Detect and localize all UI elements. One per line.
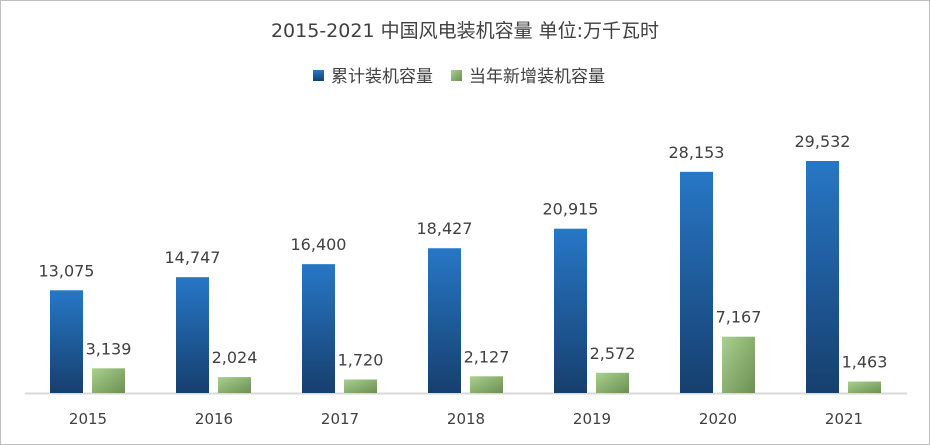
data-label-cumulative: 13,075 xyxy=(39,261,95,280)
bar-cumulative-2015 xyxy=(50,290,83,393)
data-label-cumulative: 18,427 xyxy=(417,219,473,238)
data-label-new: 2,127 xyxy=(464,347,510,366)
legend-label-cumulative: 累计装机容量 xyxy=(331,67,433,87)
chart-title: 2015-2021 中国风电装机容量 单位:万千瓦时 xyxy=(271,20,659,42)
bar-new-2019 xyxy=(596,372,629,393)
x-tick-label: 2020 xyxy=(699,410,737,428)
bar-new-2017 xyxy=(344,379,377,393)
legend-label-new: 当年新增装机容量 xyxy=(469,67,605,87)
data-label-new: 2,572 xyxy=(590,344,636,363)
data-label-cumulative: 16,400 xyxy=(291,235,347,254)
bar-cumulative-2019 xyxy=(554,228,587,393)
x-tick-label: 2021 xyxy=(825,410,863,428)
data-label-new: 1,720 xyxy=(338,350,384,369)
x-tick-label: 2017 xyxy=(321,410,359,428)
bar-new-2021 xyxy=(848,381,881,393)
legend-swatch-cumulative xyxy=(313,70,324,81)
x-tick-label: 2016 xyxy=(195,410,233,428)
data-label-new: 1,463 xyxy=(842,353,888,372)
bar-cumulative-2017 xyxy=(302,264,335,393)
x-tick-label: 2019 xyxy=(573,410,611,428)
data-label-new: 3,139 xyxy=(86,339,132,358)
data-label-cumulative: 20,915 xyxy=(543,200,599,219)
bar-cumulative-2020 xyxy=(680,171,713,393)
x-tick-label: 2018 xyxy=(447,410,485,428)
data-label-cumulative: 29,532 xyxy=(795,132,851,151)
legend-swatch-new xyxy=(451,70,462,81)
bar-new-2015 xyxy=(92,368,125,393)
bar-cumulative-2021 xyxy=(806,161,839,393)
bar-cumulative-2018 xyxy=(428,248,461,393)
bar-new-2016 xyxy=(218,377,251,393)
x-tick-label: 2015 xyxy=(69,410,107,428)
bar-new-2018 xyxy=(470,376,503,393)
legend: 累计装机容量 当年新增装机容量 xyxy=(313,67,605,87)
data-label-new: 7,167 xyxy=(716,308,762,327)
data-label-cumulative: 28,153 xyxy=(669,143,725,162)
bar-new-2020 xyxy=(722,336,755,393)
data-label-cumulative: 14,747 xyxy=(165,248,221,267)
data-label-new: 2,024 xyxy=(212,348,258,367)
bar-cumulative-2016 xyxy=(176,277,209,393)
